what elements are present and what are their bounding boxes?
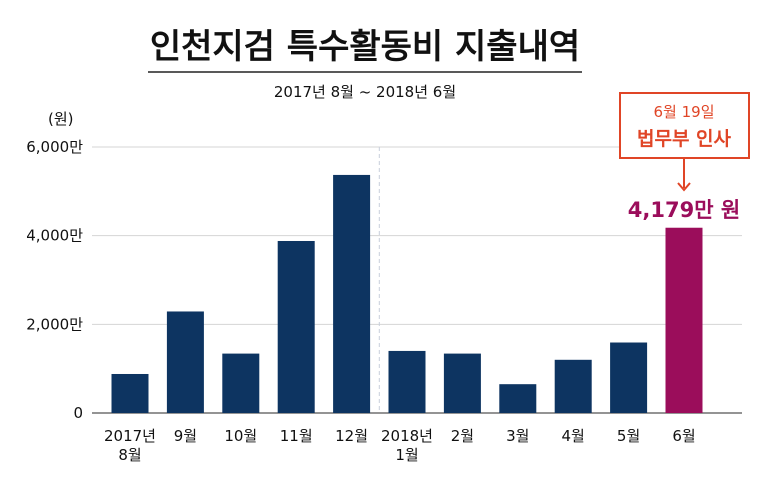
chart-title: 인천지검 특수활동비 지출내역 [150, 27, 580, 67]
x-tick-label: 9월 [174, 427, 197, 445]
bar [333, 174, 371, 413]
x-tick-label-line: 3월 [506, 427, 529, 445]
x-tick-label-line: 2월 [451, 427, 474, 445]
x-tick-label-line: 5월 [617, 427, 640, 445]
bar [665, 227, 703, 413]
x-tick-label-line: 2018년 [381, 427, 433, 445]
x-tick-label: 5월 [617, 427, 640, 445]
bars [111, 174, 703, 413]
x-tick-label-line: 1월 [395, 446, 418, 464]
bar [222, 353, 260, 413]
x-tick-label: 6월 [672, 427, 695, 445]
callout-event: 법무부 인사 [637, 128, 732, 150]
x-tick-label: 10월 [224, 427, 257, 445]
bar [388, 350, 426, 413]
bar [277, 240, 315, 413]
x-tick-label-line: 10월 [224, 427, 257, 445]
x-tick-label-line: 8월 [118, 446, 141, 464]
bar [111, 373, 149, 413]
x-tick-label: 2월 [451, 427, 474, 445]
bar [610, 342, 648, 413]
y-tick-label: 0 [73, 404, 83, 422]
y-tick-label: 6,000만 [26, 138, 83, 156]
callout-arrow-head-icon [677, 182, 691, 192]
x-tick-label: 2018년 1월 [381, 427, 433, 464]
x-tick-label: 11월 [280, 427, 313, 445]
x-tick-label-line: 11월 [280, 427, 313, 445]
y-axis-unit-label: (원) [48, 110, 74, 128]
x-tick-label-line: 12월 [335, 427, 368, 445]
highlight-value-label: 4,179만 원 [628, 198, 740, 222]
bar [499, 384, 537, 413]
bar [443, 353, 481, 413]
chart-subtitle: 2017년 8월 ~ 2018년 6월 [274, 83, 456, 101]
x-tick-label: 3월 [506, 427, 529, 445]
y-tick-labels: 0 2,000만 4,000만 6,000만 [26, 138, 83, 422]
y-tick-label: 4,000만 [26, 227, 83, 245]
x-tick-label-line: 6월 [672, 427, 695, 445]
x-tick-labels: 2017년 8월 9월 10월 11월 12월 2018년 1월 2월 3월 4월 5월 6월 [104, 427, 696, 464]
x-tick-label-line: 9월 [174, 427, 197, 445]
bar [554, 359, 592, 413]
callout-date: 6월 19일 [654, 103, 715, 121]
x-tick-label: 4월 [562, 427, 585, 445]
callout-box [619, 92, 750, 159]
x-tick-label-line: 2017년 [104, 427, 156, 445]
y-tick-label: 2,000만 [26, 315, 83, 333]
x-tick-label-line: 4월 [562, 427, 585, 445]
x-tick-label: 12월 [335, 427, 368, 445]
bar [166, 311, 204, 413]
x-tick-label: 2017년 8월 [104, 427, 156, 464]
highlight-callout: 6월 19일 법무부 인사 [619, 92, 750, 192]
